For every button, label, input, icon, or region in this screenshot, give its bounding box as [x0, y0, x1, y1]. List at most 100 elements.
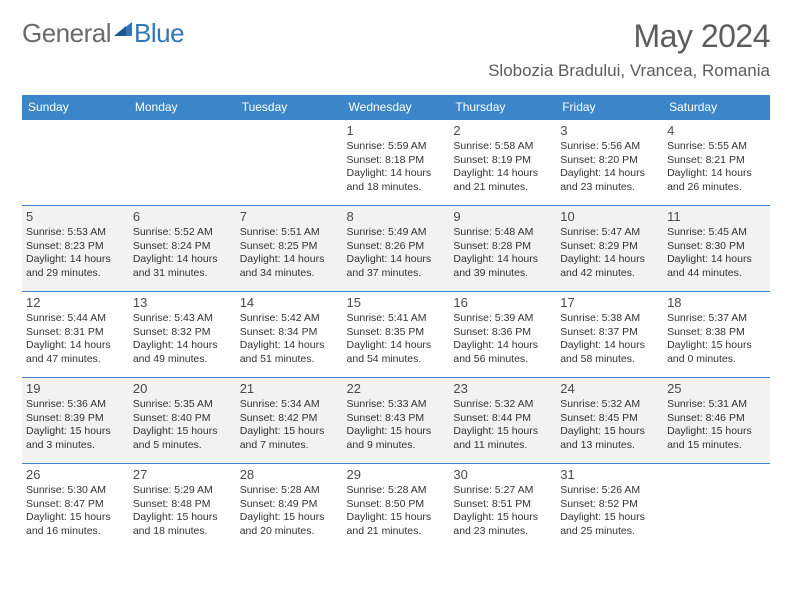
- day-of-week-header: Sunday: [22, 95, 129, 120]
- day-number: 7: [240, 209, 339, 224]
- sunset-line: Sunset: 8:50 PM: [347, 498, 446, 512]
- calendar-day-cell: 13Sunrise: 5:43 AMSunset: 8:32 PMDayligh…: [129, 292, 236, 378]
- daylight-line: Daylight: 15 hours and 11 minutes.: [453, 425, 552, 452]
- sunrise-line: Sunrise: 5:35 AM: [133, 398, 232, 412]
- sunrise-line: Sunrise: 5:28 AM: [240, 484, 339, 498]
- calendar-day-cell: 17Sunrise: 5:38 AMSunset: 8:37 PMDayligh…: [556, 292, 663, 378]
- calendar-week-row: 12Sunrise: 5:44 AMSunset: 8:31 PMDayligh…: [22, 292, 770, 378]
- daylight-line: Daylight: 14 hours and 47 minutes.: [26, 339, 125, 366]
- day-of-week-header: Tuesday: [236, 95, 343, 120]
- sunrise-line: Sunrise: 5:52 AM: [133, 226, 232, 240]
- day-of-week-header: Friday: [556, 95, 663, 120]
- sunrise-line: Sunrise: 5:34 AM: [240, 398, 339, 412]
- sunrise-line: Sunrise: 5:33 AM: [347, 398, 446, 412]
- sunset-line: Sunset: 8:52 PM: [560, 498, 659, 512]
- day-number: 2: [453, 123, 552, 138]
- sunset-line: Sunset: 8:38 PM: [667, 326, 766, 340]
- calendar-day-cell: 12Sunrise: 5:44 AMSunset: 8:31 PMDayligh…: [22, 292, 129, 378]
- sunrise-line: Sunrise: 5:30 AM: [26, 484, 125, 498]
- day-number: 28: [240, 467, 339, 482]
- sunset-line: Sunset: 8:23 PM: [26, 240, 125, 254]
- calendar-day-cell: 1Sunrise: 5:59 AMSunset: 8:18 PMDaylight…: [343, 120, 450, 206]
- sunrise-line: Sunrise: 5:32 AM: [560, 398, 659, 412]
- day-number: 31: [560, 467, 659, 482]
- day-of-week-row: SundayMondayTuesdayWednesdayThursdayFrid…: [22, 95, 770, 120]
- day-number: 13: [133, 295, 232, 310]
- sunset-line: Sunset: 8:24 PM: [133, 240, 232, 254]
- month-title: May 2024: [488, 18, 770, 55]
- daylight-line: Daylight: 14 hours and 21 minutes.: [453, 167, 552, 194]
- sunset-line: Sunset: 8:43 PM: [347, 412, 446, 426]
- calendar-day-cell: 7Sunrise: 5:51 AMSunset: 8:25 PMDaylight…: [236, 206, 343, 292]
- sunrise-line: Sunrise: 5:42 AM: [240, 312, 339, 326]
- calendar-day-cell: 27Sunrise: 5:29 AMSunset: 8:48 PMDayligh…: [129, 464, 236, 550]
- sunset-line: Sunset: 8:35 PM: [347, 326, 446, 340]
- calendar-table: SundayMondayTuesdayWednesdayThursdayFrid…: [22, 95, 770, 550]
- header: General Blue May 2024 Slobozia Bradului,…: [22, 18, 770, 81]
- daylight-line: Daylight: 15 hours and 21 minutes.: [347, 511, 446, 538]
- calendar-week-row: 1Sunrise: 5:59 AMSunset: 8:18 PMDaylight…: [22, 120, 770, 206]
- sunset-line: Sunset: 8:29 PM: [560, 240, 659, 254]
- sunset-line: Sunset: 8:18 PM: [347, 154, 446, 168]
- calendar-day-cell: 16Sunrise: 5:39 AMSunset: 8:36 PMDayligh…: [449, 292, 556, 378]
- day-number: 14: [240, 295, 339, 310]
- day-number: 19: [26, 381, 125, 396]
- calendar-day-cell: 2Sunrise: 5:58 AMSunset: 8:19 PMDaylight…: [449, 120, 556, 206]
- sunset-line: Sunset: 8:45 PM: [560, 412, 659, 426]
- daylight-line: Daylight: 14 hours and 26 minutes.: [667, 167, 766, 194]
- day-number: 30: [453, 467, 552, 482]
- sunrise-line: Sunrise: 5:44 AM: [26, 312, 125, 326]
- calendar-week-row: 19Sunrise: 5:36 AMSunset: 8:39 PMDayligh…: [22, 378, 770, 464]
- calendar-day-cell: 30Sunrise: 5:27 AMSunset: 8:51 PMDayligh…: [449, 464, 556, 550]
- calendar-day-cell: 11Sunrise: 5:45 AMSunset: 8:30 PMDayligh…: [663, 206, 770, 292]
- daylight-line: Daylight: 14 hours and 23 minutes.: [560, 167, 659, 194]
- logo-text-2: Blue: [134, 18, 184, 49]
- daylight-line: Daylight: 14 hours and 31 minutes.: [133, 253, 232, 280]
- calendar-day-cell: 29Sunrise: 5:28 AMSunset: 8:50 PMDayligh…: [343, 464, 450, 550]
- day-number: 20: [133, 381, 232, 396]
- day-number: 27: [133, 467, 232, 482]
- sunrise-line: Sunrise: 5:51 AM: [240, 226, 339, 240]
- calendar-day-cell: 10Sunrise: 5:47 AMSunset: 8:29 PMDayligh…: [556, 206, 663, 292]
- daylight-line: Daylight: 15 hours and 25 minutes.: [560, 511, 659, 538]
- sunrise-line: Sunrise: 5:38 AM: [560, 312, 659, 326]
- calendar-document: General Blue May 2024 Slobozia Bradului,…: [0, 0, 792, 568]
- sunset-line: Sunset: 8:36 PM: [453, 326, 552, 340]
- sunset-line: Sunset: 8:47 PM: [26, 498, 125, 512]
- calendar-day-cell: 14Sunrise: 5:42 AMSunset: 8:34 PMDayligh…: [236, 292, 343, 378]
- sunrise-line: Sunrise: 5:36 AM: [26, 398, 125, 412]
- calendar-body: 1Sunrise: 5:59 AMSunset: 8:18 PMDaylight…: [22, 120, 770, 550]
- calendar-day-cell: 20Sunrise: 5:35 AMSunset: 8:40 PMDayligh…: [129, 378, 236, 464]
- logo-text-1: General: [22, 18, 111, 49]
- sunrise-line: Sunrise: 5:41 AM: [347, 312, 446, 326]
- sunset-line: Sunset: 8:42 PM: [240, 412, 339, 426]
- daylight-line: Daylight: 14 hours and 37 minutes.: [347, 253, 446, 280]
- sunset-line: Sunset: 8:46 PM: [667, 412, 766, 426]
- sunset-line: Sunset: 8:37 PM: [560, 326, 659, 340]
- day-of-week-header: Saturday: [663, 95, 770, 120]
- sunrise-line: Sunrise: 5:37 AM: [667, 312, 766, 326]
- calendar-day-cell: 3Sunrise: 5:56 AMSunset: 8:20 PMDaylight…: [556, 120, 663, 206]
- daylight-line: Daylight: 15 hours and 3 minutes.: [26, 425, 125, 452]
- sunset-line: Sunset: 8:48 PM: [133, 498, 232, 512]
- calendar-day-cell: 26Sunrise: 5:30 AMSunset: 8:47 PMDayligh…: [22, 464, 129, 550]
- day-number: 26: [26, 467, 125, 482]
- sunrise-line: Sunrise: 5:58 AM: [453, 140, 552, 154]
- sunrise-line: Sunrise: 5:27 AM: [453, 484, 552, 498]
- calendar-day-cell: 22Sunrise: 5:33 AMSunset: 8:43 PMDayligh…: [343, 378, 450, 464]
- daylight-line: Daylight: 14 hours and 34 minutes.: [240, 253, 339, 280]
- daylight-line: Daylight: 15 hours and 15 minutes.: [667, 425, 766, 452]
- sunrise-line: Sunrise: 5:55 AM: [667, 140, 766, 154]
- logo-triangle-icon: [114, 22, 132, 41]
- day-number: 10: [560, 209, 659, 224]
- sunset-line: Sunset: 8:44 PM: [453, 412, 552, 426]
- daylight-line: Daylight: 15 hours and 20 minutes.: [240, 511, 339, 538]
- daylight-line: Daylight: 15 hours and 7 minutes.: [240, 425, 339, 452]
- calendar-day-cell: 15Sunrise: 5:41 AMSunset: 8:35 PMDayligh…: [343, 292, 450, 378]
- day-number: 15: [347, 295, 446, 310]
- calendar-day-cell: [129, 120, 236, 206]
- calendar-day-cell: 4Sunrise: 5:55 AMSunset: 8:21 PMDaylight…: [663, 120, 770, 206]
- day-of-week-header: Wednesday: [343, 95, 450, 120]
- daylight-line: Daylight: 14 hours and 51 minutes.: [240, 339, 339, 366]
- calendar-day-cell: 28Sunrise: 5:28 AMSunset: 8:49 PMDayligh…: [236, 464, 343, 550]
